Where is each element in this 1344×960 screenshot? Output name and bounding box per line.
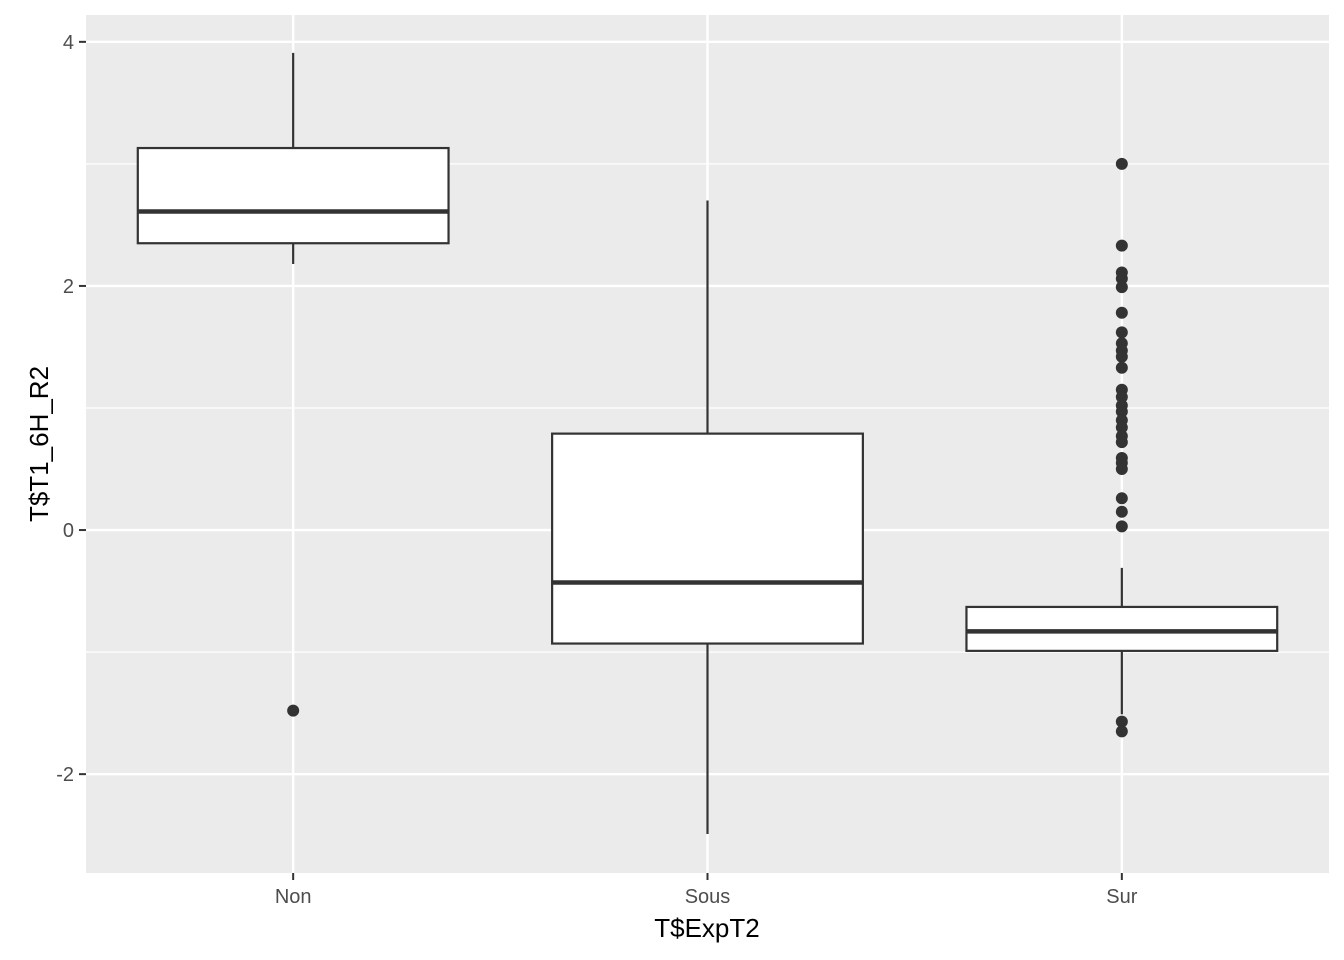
outlier-point [1115, 306, 1128, 319]
x-tick-label: Sur [1106, 886, 1137, 908]
outlier-point [1115, 281, 1128, 294]
outlier-point [1115, 725, 1128, 738]
outlier-point [1115, 391, 1128, 404]
axes: -2 0 2 4 Non Sous Sur [56, 32, 1138, 908]
outlier-point [1115, 505, 1128, 518]
outlier-point [1115, 405, 1128, 418]
outlier-point [1115, 520, 1128, 533]
outlier-point [1115, 463, 1128, 476]
outlier-point [1115, 157, 1128, 170]
box-Sous [551, 432, 864, 645]
outlier-point [287, 704, 300, 717]
outlier-point [1115, 361, 1128, 374]
x-axis-title: T$ExpT2 [654, 913, 760, 943]
outlier-point [1115, 272, 1128, 285]
x-tick-label: Non [275, 886, 312, 908]
box-Sur [965, 605, 1279, 652]
y-tick-label: 0 [63, 520, 74, 542]
outlier-point [1115, 436, 1128, 449]
x-tick-label: Sous [685, 886, 731, 908]
y-tick-label: 4 [63, 32, 74, 54]
outlier-point [1115, 326, 1128, 339]
outlier-point [1115, 492, 1128, 505]
outlier-point [1115, 421, 1128, 434]
y-axis-title: T$T1_6H_R2 [24, 366, 54, 522]
box-Non [136, 146, 450, 245]
outlier-point [1115, 239, 1128, 252]
y-tick-label: 2 [63, 276, 74, 298]
outlier-point [1115, 715, 1128, 728]
y-tick-label: -2 [56, 764, 74, 786]
boxes [136, 52, 1279, 834]
outlier-point [1115, 350, 1128, 363]
